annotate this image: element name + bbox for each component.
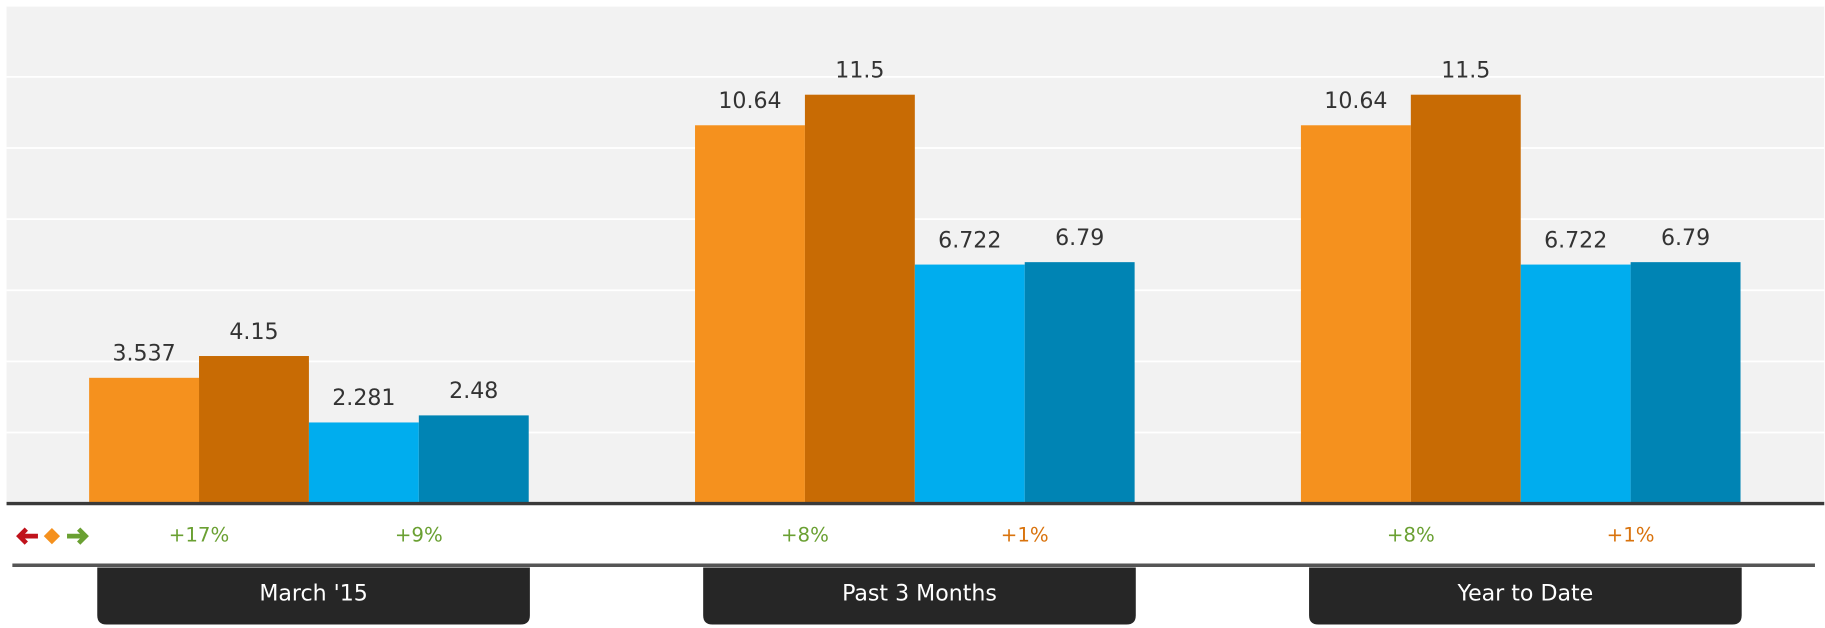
bar <box>914 264 1025 504</box>
bar <box>199 356 309 504</box>
change-label: +1% <box>1001 524 1049 547</box>
change-label: +17% <box>169 524 230 547</box>
change-label: +9% <box>395 524 443 547</box>
bar <box>1300 125 1411 504</box>
bar <box>1024 262 1135 504</box>
bar <box>804 94 915 504</box>
bar <box>1410 94 1521 504</box>
data-label: 4.15 <box>229 319 278 345</box>
bar <box>695 125 805 504</box>
period-tab <box>1309 567 1742 625</box>
data-label: 6.79 <box>1661 225 1710 251</box>
period-label: March '15 <box>259 580 367 606</box>
bar <box>308 422 419 504</box>
bar <box>1630 262 1741 504</box>
data-label: 11.5 <box>1441 57 1490 83</box>
bar <box>418 415 529 504</box>
change-label: +8% <box>1387 524 1435 547</box>
data-label: 10.64 <box>718 88 781 114</box>
bar <box>1520 264 1631 504</box>
bar <box>89 377 200 504</box>
period-label: Past 3 Months <box>842 580 997 606</box>
data-label: 6.79 <box>1055 225 1104 251</box>
data-label: 2.48 <box>449 378 498 404</box>
data-label: 2.281 <box>332 385 395 411</box>
data-label: 11.5 <box>835 57 884 83</box>
change-label: +8% <box>781 524 829 547</box>
up-arrow <box>67 527 89 545</box>
data-label: 10.64 <box>1324 88 1387 114</box>
period-label: Year to Date <box>1457 580 1594 606</box>
period-tab <box>97 567 530 625</box>
data-label: 3.537 <box>112 341 175 367</box>
data-label: 6.722 <box>938 227 1001 253</box>
change-label: +1% <box>1607 524 1655 547</box>
period-tab <box>703 567 1136 625</box>
data-label: 6.722 <box>1544 227 1607 253</box>
flat-diamond <box>43 527 61 545</box>
down-arrow <box>16 527 38 545</box>
legend-icons <box>16 527 89 545</box>
